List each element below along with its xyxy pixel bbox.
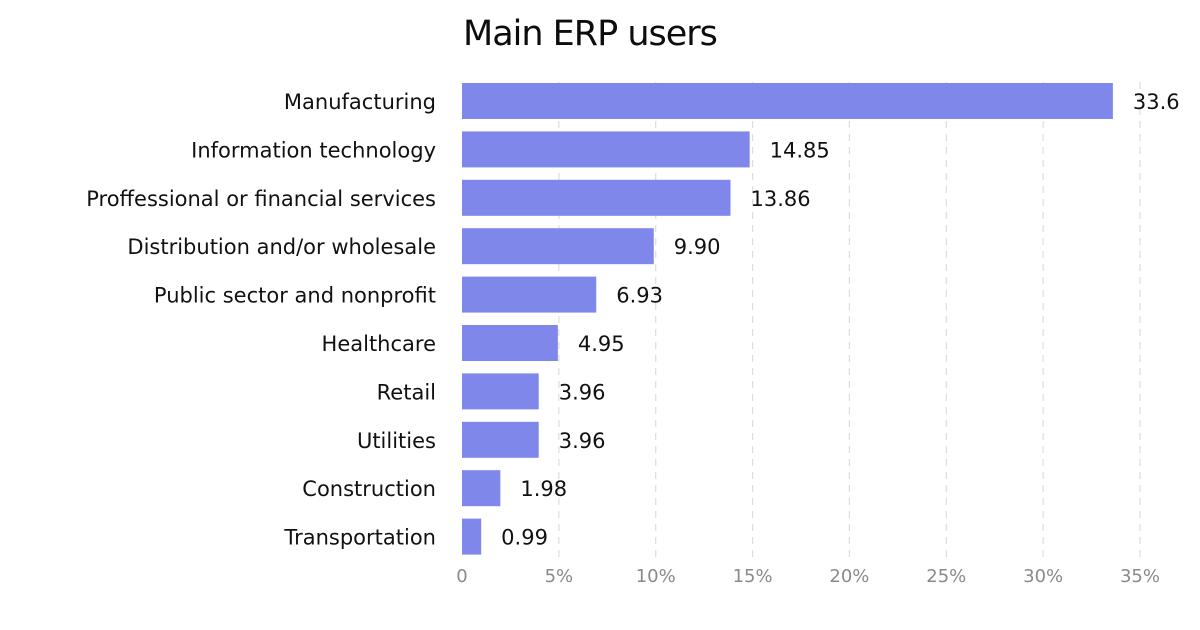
bar-9 xyxy=(462,518,482,555)
value-label-8: 1.98 xyxy=(520,477,567,501)
value-label-4: 6.93 xyxy=(616,284,663,308)
value-label-9: 0.99 xyxy=(501,526,548,550)
value-label-1: 14.85 xyxy=(770,138,830,162)
x-tick-label-35: 35% xyxy=(1120,566,1160,587)
value-label-2: 13.86 xyxy=(750,187,810,211)
bar-0 xyxy=(462,83,1113,119)
x-tick-label-10: 10% xyxy=(636,566,676,587)
bar-8 xyxy=(462,470,501,507)
x-tick-label-25: 25% xyxy=(926,566,966,587)
bar-1 xyxy=(462,131,750,168)
bar-2 xyxy=(462,179,731,216)
category-label-5: Healthcare xyxy=(322,332,436,356)
chart-title: Main ERP users xyxy=(463,14,718,54)
category-label-4: Public sector and nonprofit xyxy=(154,284,436,308)
bar-5 xyxy=(462,325,558,361)
category-label-1: Information technology xyxy=(191,138,436,162)
x-tick-label-0: 0 xyxy=(456,566,467,587)
category-label-6: Retail xyxy=(377,380,436,404)
category-label-3: Distribution and/or wholesale xyxy=(127,235,436,259)
bar-3 xyxy=(462,228,654,265)
bar-6 xyxy=(462,373,539,410)
category-label-2: Proffessional or financial services xyxy=(86,187,436,211)
category-label-0: Manufacturing xyxy=(284,90,436,114)
x-tick-label-20: 20% xyxy=(829,566,869,587)
bar-4 xyxy=(462,276,597,313)
value-label-5: 4.95 xyxy=(578,332,625,356)
category-label-8: Construction xyxy=(302,477,436,501)
x-tick-label-30: 30% xyxy=(1023,566,1063,587)
value-label-0: 33.6 xyxy=(1133,90,1180,114)
value-label-3: 9.90 xyxy=(674,235,721,259)
value-label-7: 3.96 xyxy=(559,429,606,453)
bar-7 xyxy=(462,421,539,458)
category-label-9: Transportation xyxy=(283,526,436,550)
x-tick-label-5: 5% xyxy=(545,566,574,587)
x-tick-label-15: 15% xyxy=(733,566,773,587)
category-label-7: Utilities xyxy=(357,429,436,453)
value-label-6: 3.96 xyxy=(559,380,606,404)
